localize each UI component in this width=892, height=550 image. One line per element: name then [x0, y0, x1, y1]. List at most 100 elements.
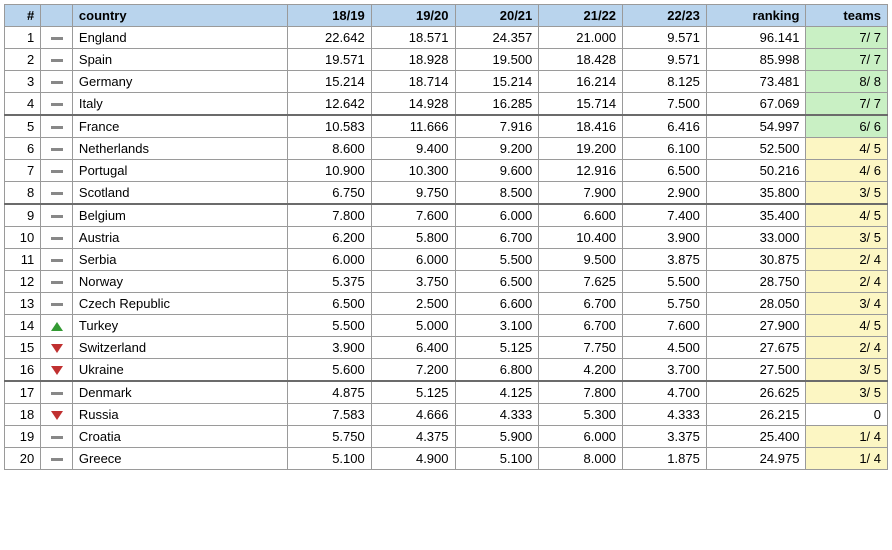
cell-trend — [41, 160, 73, 182]
cell-ranking: 27.900 — [706, 315, 806, 337]
cell-country: Germany — [72, 71, 287, 93]
cell-rank: 15 — [5, 337, 41, 359]
cell-trend — [41, 249, 73, 271]
cell-rank: 18 — [5, 404, 41, 426]
cell-season-3: 21.000 — [539, 27, 623, 49]
cell-season-2: 15.214 — [455, 71, 539, 93]
cell-trend — [41, 293, 73, 315]
cell-country: Greece — [72, 448, 287, 470]
cell-season-2: 6.800 — [455, 359, 539, 382]
cell-season-1: 4.375 — [371, 426, 455, 448]
cell-season-1: 18.928 — [371, 49, 455, 71]
cell-season-0: 7.583 — [287, 404, 371, 426]
cell-teams: 0 — [806, 404, 888, 426]
cell-ranking: 28.750 — [706, 271, 806, 293]
cell-season-3: 15.714 — [539, 93, 623, 116]
trend-flat-icon — [51, 303, 63, 306]
trend-flat-icon — [51, 192, 63, 195]
trend-flat-icon — [51, 237, 63, 240]
cell-country: Croatia — [72, 426, 287, 448]
cell-season-4: 1.875 — [623, 448, 707, 470]
cell-season-2: 8.500 — [455, 182, 539, 205]
cell-ranking: 25.400 — [706, 426, 806, 448]
table-row: 15Switzerland3.9006.4005.1257.7504.50027… — [5, 337, 888, 359]
trend-flat-icon — [51, 126, 63, 129]
cell-teams: 3/ 5 — [806, 182, 888, 205]
cell-rank: 12 — [5, 271, 41, 293]
cell-ranking: 67.069 — [706, 93, 806, 116]
cell-country: Czech Republic — [72, 293, 287, 315]
cell-ranking: 28.050 — [706, 293, 806, 315]
cell-season-1: 18.714 — [371, 71, 455, 93]
cell-teams: 2/ 4 — [806, 337, 888, 359]
cell-country: France — [72, 115, 287, 138]
cell-teams: 8/ 8 — [806, 71, 888, 93]
cell-season-1: 9.750 — [371, 182, 455, 205]
header-season-0: 18/19 — [287, 5, 371, 27]
cell-season-1: 18.571 — [371, 27, 455, 49]
cell-season-1: 14.928 — [371, 93, 455, 116]
cell-season-2: 19.500 — [455, 49, 539, 71]
trend-flat-icon — [51, 436, 63, 439]
cell-season-4: 4.500 — [623, 337, 707, 359]
cell-season-4: 6.500 — [623, 160, 707, 182]
cell-season-0: 5.100 — [287, 448, 371, 470]
table-row: 17Denmark4.8755.1254.1257.8004.70026.625… — [5, 381, 888, 404]
cell-season-2: 9.200 — [455, 138, 539, 160]
trend-flat-icon — [51, 59, 63, 62]
cell-season-3: 18.428 — [539, 49, 623, 71]
cell-country: Belgium — [72, 204, 287, 227]
header-season-2: 20/21 — [455, 5, 539, 27]
cell-season-4: 6.100 — [623, 138, 707, 160]
trend-flat-icon — [51, 458, 63, 461]
cell-ranking: 85.998 — [706, 49, 806, 71]
cell-trend — [41, 271, 73, 293]
table-row: 6Netherlands8.6009.4009.20019.2006.10052… — [5, 138, 888, 160]
cell-trend — [41, 49, 73, 71]
cell-season-1: 6.400 — [371, 337, 455, 359]
cell-teams: 4/ 5 — [806, 204, 888, 227]
cell-country: Spain — [72, 49, 287, 71]
cell-season-4: 5.750 — [623, 293, 707, 315]
cell-teams: 4/ 5 — [806, 315, 888, 337]
cell-season-3: 8.000 — [539, 448, 623, 470]
trend-flat-icon — [51, 81, 63, 84]
cell-trend — [41, 27, 73, 49]
cell-season-3: 7.750 — [539, 337, 623, 359]
header-teams: teams — [806, 5, 888, 27]
cell-trend — [41, 426, 73, 448]
cell-season-0: 5.750 — [287, 426, 371, 448]
cell-season-4: 5.500 — [623, 271, 707, 293]
cell-teams: 2/ 4 — [806, 271, 888, 293]
cell-rank: 17 — [5, 381, 41, 404]
cell-ranking: 50.216 — [706, 160, 806, 182]
header-rank: # — [5, 5, 41, 27]
cell-teams: 3/ 5 — [806, 381, 888, 404]
header-season-4: 22/23 — [623, 5, 707, 27]
cell-season-1: 4.900 — [371, 448, 455, 470]
cell-season-3: 9.500 — [539, 249, 623, 271]
cell-teams: 4/ 5 — [806, 138, 888, 160]
table-row: 19Croatia5.7504.3755.9006.0003.37525.400… — [5, 426, 888, 448]
trend-flat-icon — [51, 148, 63, 151]
trend-flat-icon — [51, 37, 63, 40]
table-row: 11Serbia6.0006.0005.5009.5003.87530.8752… — [5, 249, 888, 271]
trend-flat-icon — [51, 170, 63, 173]
cell-season-1: 5.125 — [371, 381, 455, 404]
header-move — [41, 5, 73, 27]
cell-season-3: 19.200 — [539, 138, 623, 160]
cell-teams: 3/ 4 — [806, 293, 888, 315]
cell-rank: 4 — [5, 93, 41, 116]
cell-season-1: 4.666 — [371, 404, 455, 426]
cell-season-4: 3.700 — [623, 359, 707, 382]
cell-rank: 13 — [5, 293, 41, 315]
cell-rank: 6 — [5, 138, 41, 160]
cell-teams: 2/ 4 — [806, 249, 888, 271]
table-row: 12Norway5.3753.7506.5007.6255.50028.7502… — [5, 271, 888, 293]
cell-season-2: 9.600 — [455, 160, 539, 182]
cell-season-0: 8.600 — [287, 138, 371, 160]
cell-trend — [41, 227, 73, 249]
cell-rank: 20 — [5, 448, 41, 470]
cell-season-4: 7.400 — [623, 204, 707, 227]
cell-season-3: 6.700 — [539, 315, 623, 337]
